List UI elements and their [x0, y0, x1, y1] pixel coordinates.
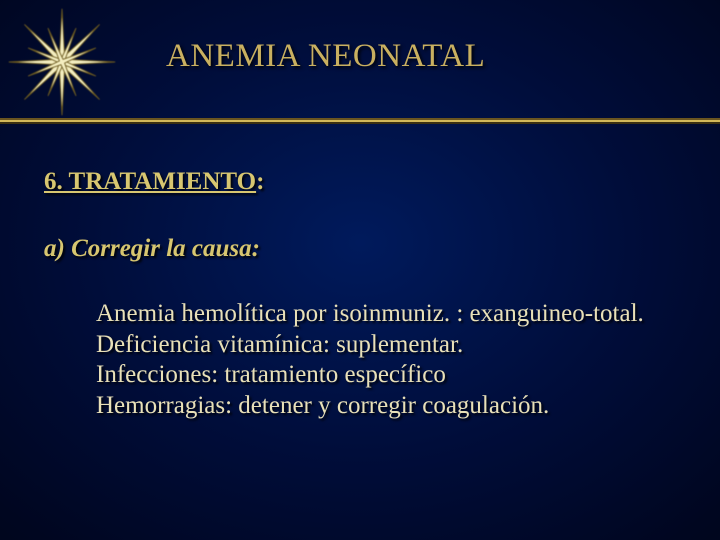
- section-colon: :: [256, 168, 264, 195]
- body-line: Infecciones: tratamiento específico: [96, 360, 644, 391]
- body-line: Anemia hemolítica por isoinmuniz. : exan…: [96, 299, 644, 330]
- section-label: 6. TRATAMIENTO: [44, 168, 256, 195]
- slide-title: ANEMIA NEONATAL: [166, 38, 485, 75]
- body-line: Hemorragias: detener y corregir coagulac…: [96, 391, 644, 422]
- body-line: Deficiencia vitamínica: suplementar.: [96, 330, 644, 361]
- star-icon: [7, 7, 117, 117]
- section-heading: 6. TRATAMIENTO:: [44, 168, 264, 196]
- divider: [0, 118, 720, 124]
- sub-heading: a) Corregir la causa:: [44, 235, 260, 263]
- body-text: Anemia hemolítica por isoinmuniz. : exan…: [96, 299, 644, 421]
